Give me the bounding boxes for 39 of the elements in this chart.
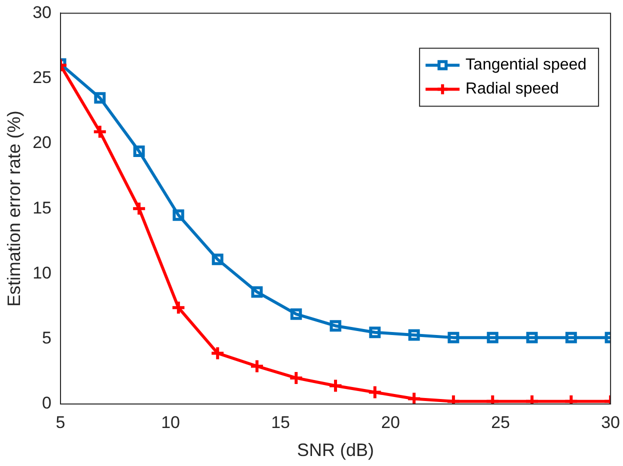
point xyxy=(170,300,186,316)
point xyxy=(249,358,264,374)
x-tick-label: 25 xyxy=(491,412,510,432)
y-tick-label: 30 xyxy=(32,2,52,22)
point xyxy=(330,320,342,332)
x-tick-label: 20 xyxy=(381,412,400,432)
legend-label: Tangential speed xyxy=(466,56,587,74)
y-axis-title: Estimation error rate (%) xyxy=(4,110,24,307)
x-tick-label: 10 xyxy=(161,412,180,432)
y-tick-label: 15 xyxy=(32,198,52,218)
point xyxy=(251,286,263,298)
point xyxy=(526,332,538,344)
point xyxy=(132,201,147,216)
point xyxy=(288,370,304,386)
point xyxy=(92,124,108,140)
point xyxy=(290,308,302,320)
point xyxy=(406,391,422,404)
x-tick-label: 30 xyxy=(601,412,620,432)
point xyxy=(328,378,344,394)
point xyxy=(369,326,381,338)
point xyxy=(367,384,382,400)
point xyxy=(565,332,577,344)
legend-label: Radial speed xyxy=(466,80,559,98)
x-tick-label: 15 xyxy=(271,412,290,432)
y-tick-label: 25 xyxy=(32,68,52,88)
point xyxy=(448,332,460,344)
x-tick-label: 5 xyxy=(56,412,66,432)
point xyxy=(408,329,420,341)
y-tick-label: 5 xyxy=(42,328,52,348)
y-tick-label: 10 xyxy=(32,263,52,282)
x-axis-title: SNR (dB) xyxy=(297,440,374,460)
point xyxy=(94,92,106,104)
y-tick-label: 20 xyxy=(32,133,52,152)
point xyxy=(133,146,145,158)
y-tick-label: 0 xyxy=(42,394,52,413)
point xyxy=(212,254,224,266)
point xyxy=(172,209,184,221)
point xyxy=(486,332,498,344)
point xyxy=(210,346,226,361)
